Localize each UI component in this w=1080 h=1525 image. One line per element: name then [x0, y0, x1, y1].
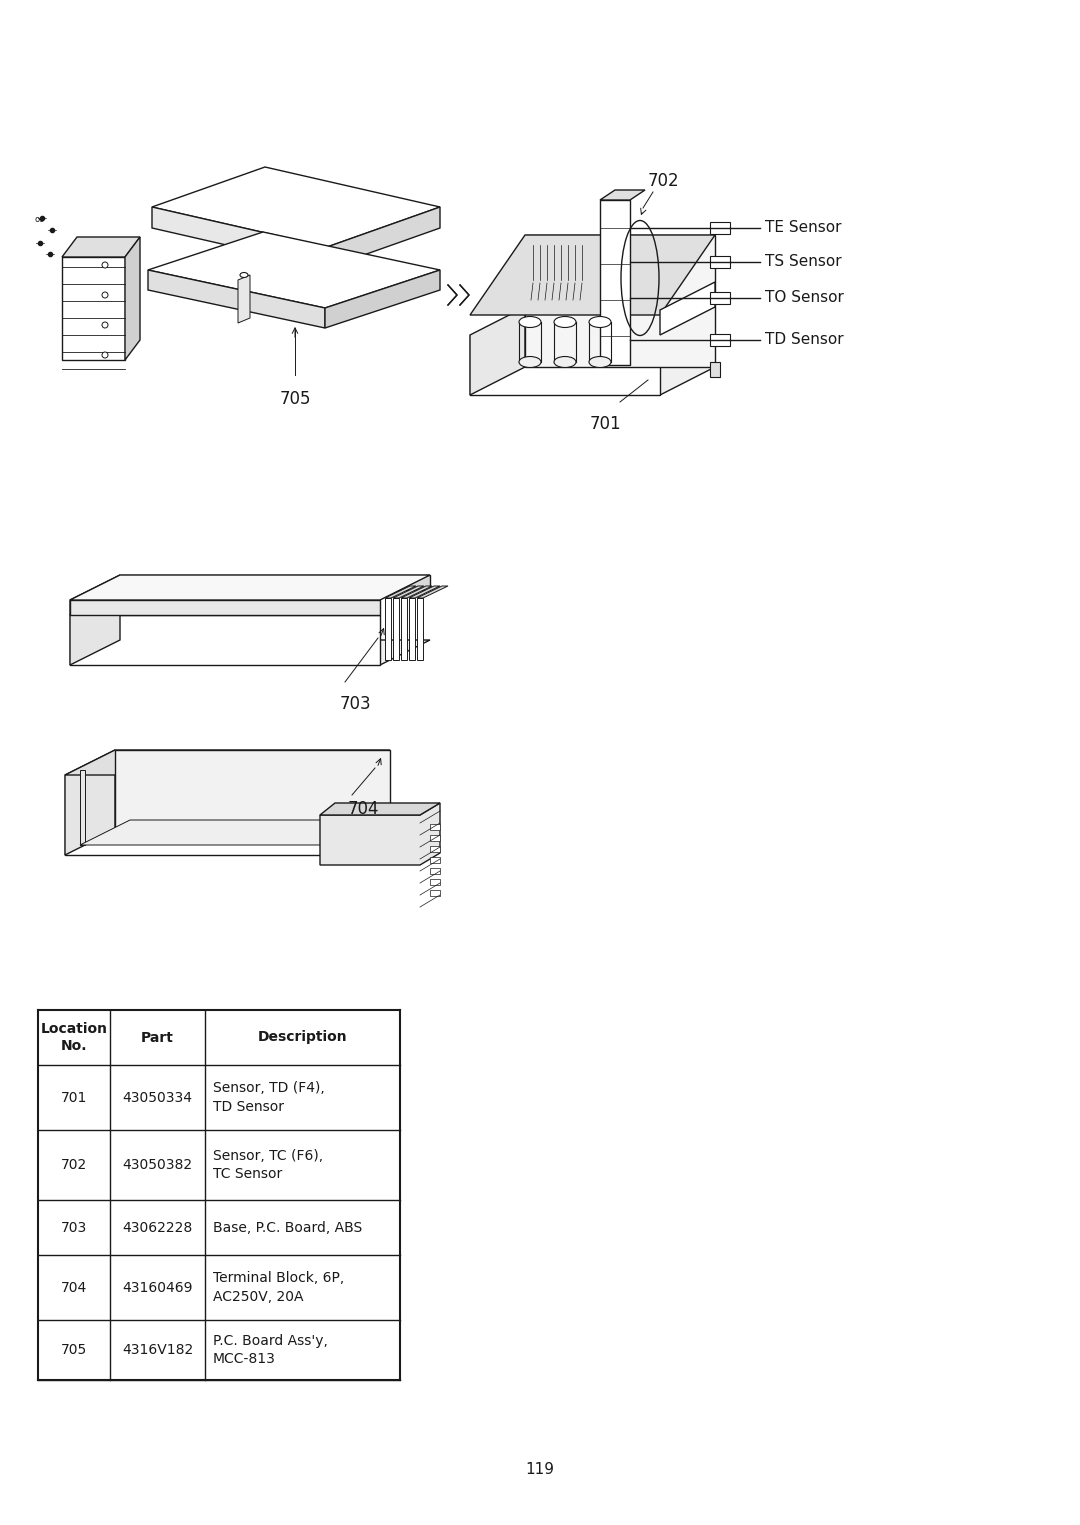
- Polygon shape: [430, 878, 440, 884]
- Ellipse shape: [102, 352, 108, 358]
- Polygon shape: [430, 824, 440, 830]
- Text: Part: Part: [141, 1031, 174, 1045]
- Polygon shape: [470, 368, 715, 395]
- Polygon shape: [393, 586, 424, 598]
- Polygon shape: [120, 575, 430, 590]
- Polygon shape: [65, 775, 340, 856]
- Text: 704: 704: [348, 801, 379, 817]
- Polygon shape: [430, 857, 440, 863]
- Text: 705: 705: [280, 390, 311, 409]
- Polygon shape: [114, 750, 390, 830]
- Text: Location
No.: Location No.: [41, 1022, 108, 1052]
- Text: Sensor, TD (F4),
TD Sensor: Sensor, TD (F4), TD Sensor: [213, 1081, 325, 1113]
- Polygon shape: [65, 750, 390, 775]
- Polygon shape: [401, 586, 432, 598]
- Text: 703: 703: [340, 695, 372, 714]
- Text: 702: 702: [648, 172, 679, 191]
- Polygon shape: [525, 235, 715, 368]
- Polygon shape: [320, 804, 440, 865]
- Polygon shape: [430, 868, 440, 874]
- Polygon shape: [417, 598, 423, 660]
- Ellipse shape: [519, 317, 541, 328]
- Polygon shape: [65, 830, 390, 856]
- Ellipse shape: [102, 262, 108, 268]
- Text: Description: Description: [258, 1031, 348, 1045]
- Polygon shape: [70, 640, 430, 665]
- Text: 701: 701: [60, 1090, 87, 1104]
- Polygon shape: [70, 590, 120, 665]
- Polygon shape: [409, 586, 440, 598]
- Polygon shape: [65, 750, 114, 856]
- Text: P.C. Board Ass'y,
MCC-813: P.C. Board Ass'y, MCC-813: [213, 1334, 328, 1366]
- Text: TS Sensor: TS Sensor: [765, 255, 841, 270]
- Text: 701: 701: [590, 415, 621, 433]
- Polygon shape: [70, 575, 430, 599]
- Polygon shape: [430, 836, 440, 840]
- Polygon shape: [148, 232, 440, 308]
- Polygon shape: [238, 274, 249, 323]
- Ellipse shape: [554, 357, 576, 368]
- Polygon shape: [62, 236, 140, 258]
- Polygon shape: [710, 223, 730, 233]
- Polygon shape: [710, 291, 730, 303]
- Polygon shape: [325, 270, 440, 328]
- Text: 119: 119: [526, 1462, 554, 1478]
- Polygon shape: [600, 200, 630, 364]
- Text: Base, P.C. Board, ABS: Base, P.C. Board, ABS: [213, 1220, 362, 1235]
- Polygon shape: [384, 586, 416, 598]
- Polygon shape: [384, 598, 391, 660]
- Polygon shape: [80, 820, 380, 845]
- Polygon shape: [710, 361, 720, 377]
- Polygon shape: [417, 586, 448, 598]
- Ellipse shape: [589, 317, 611, 328]
- Polygon shape: [62, 258, 125, 360]
- Polygon shape: [148, 270, 325, 328]
- Text: Sensor, TC (F6),
TC Sensor: Sensor, TC (F6), TC Sensor: [213, 1148, 323, 1182]
- Ellipse shape: [102, 322, 108, 328]
- Polygon shape: [430, 891, 440, 897]
- Polygon shape: [80, 770, 85, 845]
- Polygon shape: [152, 168, 440, 247]
- Text: 702: 702: [60, 1157, 87, 1173]
- Ellipse shape: [240, 273, 248, 278]
- Text: 4316V182: 4316V182: [122, 1344, 193, 1357]
- Polygon shape: [409, 598, 415, 660]
- Text: TE Sensor: TE Sensor: [765, 221, 841, 235]
- Polygon shape: [470, 336, 660, 395]
- Polygon shape: [70, 615, 380, 665]
- Polygon shape: [430, 846, 440, 852]
- Polygon shape: [710, 334, 730, 346]
- Polygon shape: [152, 207, 327, 268]
- Text: Terminal Block, 6P,
AC250V, 20A: Terminal Block, 6P, AC250V, 20A: [213, 1272, 345, 1304]
- Ellipse shape: [102, 291, 108, 297]
- Polygon shape: [320, 804, 440, 814]
- Text: 703: 703: [60, 1220, 87, 1235]
- Polygon shape: [660, 282, 715, 336]
- Ellipse shape: [519, 357, 541, 368]
- Text: 43062228: 43062228: [122, 1220, 192, 1235]
- Polygon shape: [327, 207, 440, 268]
- Polygon shape: [710, 256, 730, 268]
- Ellipse shape: [554, 317, 576, 328]
- Text: 705: 705: [60, 1344, 87, 1357]
- Polygon shape: [70, 599, 380, 615]
- Polygon shape: [600, 191, 645, 200]
- Text: TO Sensor: TO Sensor: [765, 290, 843, 305]
- Ellipse shape: [589, 357, 611, 368]
- Text: 43160469: 43160469: [122, 1281, 192, 1295]
- Text: 43050334: 43050334: [122, 1090, 192, 1104]
- Text: 704: 704: [60, 1281, 87, 1295]
- Polygon shape: [470, 307, 525, 395]
- Text: TD Sensor: TD Sensor: [765, 332, 843, 348]
- Polygon shape: [393, 598, 399, 660]
- Polygon shape: [470, 235, 715, 316]
- Polygon shape: [401, 598, 407, 660]
- Polygon shape: [125, 236, 140, 360]
- Polygon shape: [70, 575, 120, 615]
- Text: 43050382: 43050382: [122, 1157, 192, 1173]
- Text: oo: oo: [35, 215, 45, 224]
